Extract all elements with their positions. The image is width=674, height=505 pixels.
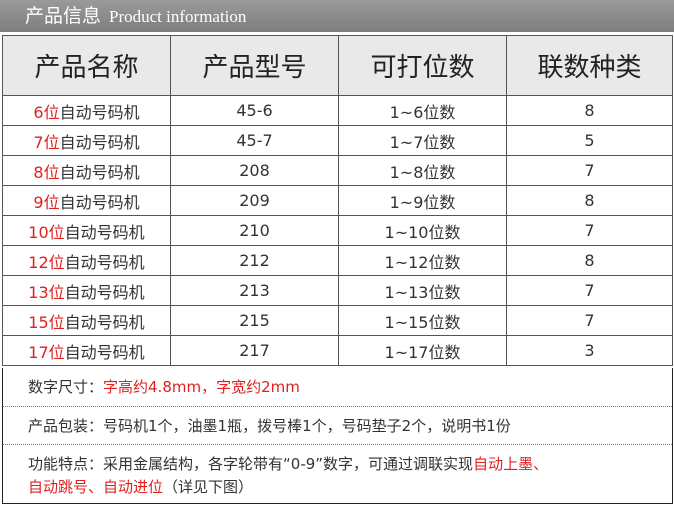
product-name: 自动号码机	[59, 192, 140, 212]
count-cell: 8	[506, 95, 673, 126]
column-header: 产品型号	[170, 35, 339, 96]
digit-count: 9位	[33, 192, 60, 212]
digit-size-label: 数字尺寸：	[28, 378, 104, 396]
model-cell: 210	[170, 215, 339, 246]
product-name-cell: 6位自动号码机	[2, 95, 171, 126]
section-title-en: Product information	[109, 7, 247, 26]
feature-highlight: 自动跳号、自动进位	[28, 478, 164, 496]
count-cell: 7	[506, 275, 673, 306]
model-cell: 215	[170, 305, 339, 336]
digit-count: 10位	[28, 222, 65, 242]
digit-count: 7位	[33, 132, 60, 152]
table-row: 7位自动号码机 45-7 1~7位数 5	[2, 125, 673, 156]
product-name: 自动号码机	[59, 162, 140, 182]
model-cell: 212	[170, 245, 339, 276]
model-cell: 209	[170, 185, 339, 216]
table-row: 17位自动号码机 217 1~17位数 3	[2, 335, 673, 366]
digit-count: 13位	[28, 282, 65, 302]
product-name: 自动号码机	[64, 282, 145, 302]
product-name: 自动号码机	[64, 342, 145, 362]
product-name-cell: 9位自动号码机	[2, 185, 171, 216]
digit-count: 15位	[28, 312, 65, 332]
model-cell: 208	[170, 155, 339, 186]
count-cell: 8	[506, 185, 673, 216]
table-row: 8位自动号码机 208 1~8位数 7	[2, 155, 673, 186]
product-name: 自动号码机	[64, 312, 145, 332]
product-name-cell: 13位自动号码机	[2, 275, 171, 306]
count-cell: 5	[506, 125, 673, 156]
table-row: 9位自动号码机 209 1~9位数 8	[2, 185, 673, 216]
feature-row: 功能特点：采用金属结构，各字轮带有“0-9”数字，可通过调联实现自动上墨、自动跳…	[3, 445, 672, 499]
table-row: 10位自动号码机 210 1~10位数 7	[2, 215, 673, 246]
table-row: 12位自动号码机 212 1~12位数 8	[2, 245, 673, 276]
digits-cell: 1~9位数	[338, 185, 507, 216]
section-title-cn: 产品信息	[25, 5, 102, 27]
count-cell: 3	[506, 335, 673, 366]
count-cell: 8	[506, 245, 673, 276]
table-row: 6位自动号码机 45-6 1~6位数 8	[2, 95, 673, 126]
package-row: 产品包装：号码机1个，油墨1瓶，拨号棒1个，号码垫子2个，说明书1份	[3, 407, 672, 445]
model-cell: 45-6	[170, 95, 339, 126]
model-cell: 45-7	[170, 125, 339, 156]
digit-count: 6位	[33, 102, 60, 122]
digits-cell: 1~15位数	[338, 305, 507, 336]
product-name-cell: 12位自动号码机	[2, 245, 171, 276]
feature-text: 采用金属结构，各字轮带有“0-9”数字，可通过调联实现	[103, 455, 474, 473]
feature-note: （详见下图）	[163, 478, 254, 496]
count-cell: 7	[506, 305, 673, 336]
product-name-cell: 15位自动号码机	[2, 305, 171, 336]
model-cell: 213	[170, 275, 339, 306]
feature-highlight: 自动上墨、	[473, 455, 549, 473]
product-table: 产品名称 产品型号 可打位数 联数种类 6位自动号码机 45-6 1~6位数 8…	[2, 35, 673, 366]
digits-cell: 1~8位数	[338, 155, 507, 186]
table-row: 13位自动号码机 213 1~13位数 7	[2, 275, 673, 306]
package-value: 号码机1个，油墨1瓶，拨号棒1个，号码垫子2个，说明书1份	[103, 417, 511, 435]
product-info: 数字尺寸：字高约4.8mm，字宽约2mm 产品包装：号码机1个，油墨1瓶，拨号棒…	[2, 368, 673, 504]
model-cell: 217	[170, 335, 339, 366]
digit-size-row: 数字尺寸：字高约4.8mm，字宽约2mm	[3, 368, 672, 407]
package-label: 产品包装：	[28, 417, 104, 435]
product-name-cell: 17位自动号码机	[2, 335, 171, 366]
product-name-cell: 10位自动号码机	[2, 215, 171, 246]
product-name-cell: 8位自动号码机	[2, 155, 171, 186]
product-name: 自动号码机	[59, 102, 140, 122]
column-header: 可打位数	[338, 35, 507, 96]
digit-count: 12位	[28, 252, 65, 272]
digit-size-value: 字高约4.8mm，字宽约2mm	[103, 378, 300, 396]
product-name: 自动号码机	[59, 132, 140, 152]
count-cell: 7	[506, 215, 673, 246]
product-name-cell: 7位自动号码机	[2, 125, 171, 156]
digits-cell: 1~13位数	[338, 275, 507, 306]
digits-cell: 1~17位数	[338, 335, 507, 366]
digit-count: 8位	[33, 162, 60, 182]
product-name: 自动号码机	[64, 222, 145, 242]
digits-cell: 1~6位数	[338, 95, 507, 126]
digits-cell: 1~12位数	[338, 245, 507, 276]
digit-count: 17位	[28, 342, 65, 362]
product-name: 自动号码机	[64, 252, 145, 272]
section-header: 产品信息 Product information	[0, 0, 674, 32]
table-header-row: 产品名称 产品型号 可打位数 联数种类	[2, 35, 673, 96]
column-header: 联数种类	[506, 35, 673, 96]
count-cell: 7	[506, 155, 673, 186]
digits-cell: 1~10位数	[338, 215, 507, 246]
table-row: 15位自动号码机 215 1~15位数 7	[2, 305, 673, 336]
digits-cell: 1~7位数	[338, 125, 507, 156]
feature-label: 功能特点：	[28, 455, 104, 473]
column-header: 产品名称	[2, 35, 171, 96]
